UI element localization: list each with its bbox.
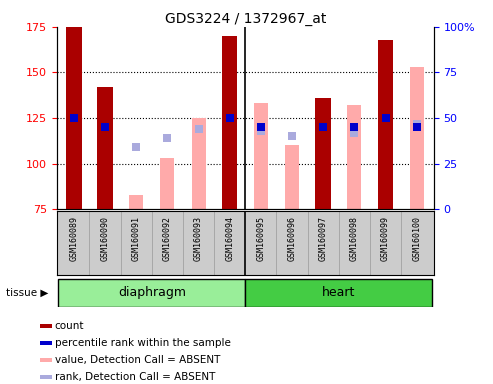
Bar	[285, 146, 299, 209]
Point	[413, 124, 421, 130]
Point	[257, 124, 265, 130]
Bar	[40, 375, 52, 379]
Bar	[378, 40, 393, 209]
Text: GSM160093: GSM160093	[194, 216, 203, 261]
Point	[163, 135, 171, 141]
Point	[351, 130, 358, 136]
Bar	[97, 87, 113, 209]
Bar	[254, 104, 268, 209]
Text: rank, Detection Call = ABSENT: rank, Detection Call = ABSENT	[55, 372, 215, 382]
Bar	[66, 27, 82, 209]
Bar	[40, 358, 52, 362]
Text: GSM160089: GSM160089	[70, 216, 78, 261]
Bar	[191, 118, 206, 209]
Point	[132, 144, 140, 151]
Bar	[40, 324, 52, 328]
Point	[382, 115, 389, 121]
Text: GSM160099: GSM160099	[381, 216, 390, 261]
Text: GSM160091: GSM160091	[132, 216, 141, 261]
Title: GDS3224 / 1372967_at: GDS3224 / 1372967_at	[165, 12, 326, 26]
Bar	[348, 105, 361, 209]
Point	[70, 115, 78, 121]
Point	[288, 133, 296, 139]
Text: value, Detection Call = ABSENT: value, Detection Call = ABSENT	[55, 355, 220, 365]
Text: GSM160092: GSM160092	[163, 216, 172, 261]
Bar	[160, 158, 175, 209]
Bar	[410, 67, 423, 209]
Bar	[316, 98, 331, 209]
Text: GSM160098: GSM160098	[350, 216, 359, 261]
Text: tissue ▶: tissue ▶	[6, 288, 49, 298]
Bar	[222, 36, 238, 209]
Point	[413, 121, 421, 127]
Point	[257, 128, 265, 134]
Text: count: count	[55, 321, 84, 331]
Text: GSM160097: GSM160097	[318, 216, 328, 261]
Point	[351, 124, 358, 130]
Text: GSM160100: GSM160100	[412, 216, 421, 261]
Text: GSM160095: GSM160095	[256, 216, 265, 261]
Text: GSM160090: GSM160090	[101, 216, 109, 261]
Text: GSM160096: GSM160096	[287, 216, 296, 261]
Bar	[245, 279, 432, 306]
Text: diaphragm: diaphragm	[118, 286, 186, 299]
Point	[319, 124, 327, 130]
Text: heart: heart	[322, 286, 355, 299]
Point	[195, 126, 203, 132]
Point	[226, 115, 234, 121]
Bar	[58, 279, 245, 306]
Point	[101, 124, 109, 130]
Bar	[40, 341, 52, 345]
Bar	[129, 195, 143, 209]
Text: percentile rank within the sample: percentile rank within the sample	[55, 338, 230, 348]
Text: GSM160094: GSM160094	[225, 216, 234, 261]
